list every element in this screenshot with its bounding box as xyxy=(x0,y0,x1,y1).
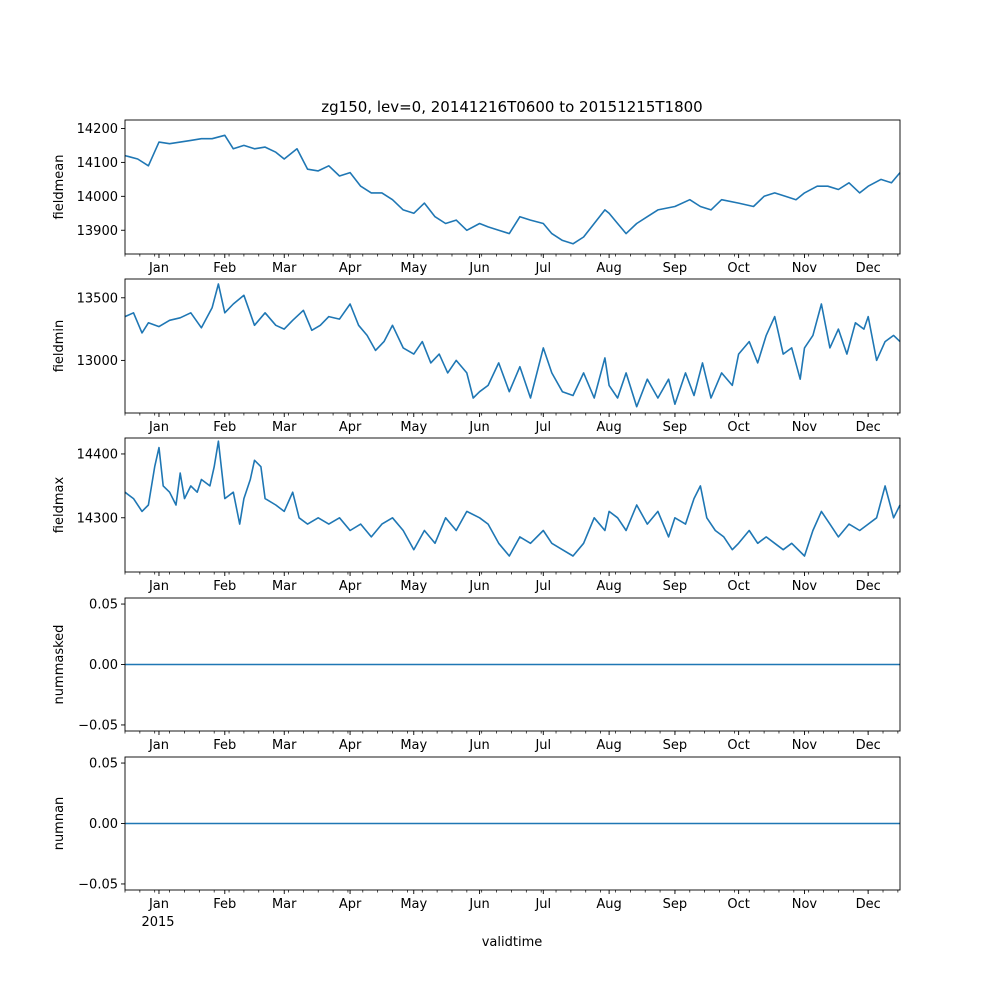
y-tick-label-fieldmean: 13900 xyxy=(77,224,118,239)
x-tick-label: Apr xyxy=(339,420,362,435)
y-tick-label-numnan: 0.00 xyxy=(89,817,118,832)
y-tick-label-fieldmax: 14300 xyxy=(77,511,118,526)
x-tick-label: Dec xyxy=(856,420,881,435)
y-tick-label-fieldmax: 14400 xyxy=(77,447,118,462)
x-tick-label: May xyxy=(400,579,427,594)
x-tick-label: Dec xyxy=(856,738,881,753)
x-tick-label: Jun xyxy=(468,261,489,276)
y-tick-label-fieldmean: 14200 xyxy=(77,122,118,137)
y-axis-label-fieldmin: fieldmin xyxy=(52,320,67,373)
x-tick-label: Jan xyxy=(148,738,169,753)
x-tick-label: Jan xyxy=(148,420,169,435)
x-tick-label: Sep xyxy=(663,897,688,912)
x-tick-label: Jul xyxy=(534,738,551,753)
x-tick-label: Mar xyxy=(272,579,297,594)
x-tick-label: Oct xyxy=(727,897,749,912)
x-tick-label: Dec xyxy=(856,261,881,276)
x-tick-label: Nov xyxy=(792,738,818,753)
y-tick-label-fieldmean: 14100 xyxy=(77,156,118,171)
subplots: 13900 14000 14100 14200 fieldmean Jan Feb Mar Ap… xyxy=(52,119,901,912)
x-tick-label: Jul xyxy=(534,579,551,594)
x-tick-label: Oct xyxy=(727,420,749,435)
subplot-fieldmin: 13000 13500 fieldmin Jan Feb Mar Apr May Jun Jul A… xyxy=(52,278,901,435)
x-tick-label: Jan xyxy=(148,261,169,276)
y-tick-label-fieldmean: 14000 xyxy=(77,190,118,205)
series-line-fieldmax xyxy=(124,440,901,557)
year-label: 2015 xyxy=(141,915,174,930)
subplot-numnan: −0.05 0.00 0.05 numnan Jan Feb Mar Apr May Jun Jul… xyxy=(52,757,901,912)
x-tick-label: Jun xyxy=(468,897,489,912)
x-tick-label: Sep xyxy=(663,261,688,276)
x-tick-label: Apr xyxy=(339,897,362,912)
x-tick-label: Nov xyxy=(792,420,818,435)
y-tick-label-numnan: −0.05 xyxy=(78,877,118,892)
y-tick-label-fieldmin: 13500 xyxy=(77,291,118,306)
x-tick-label: May xyxy=(400,738,427,753)
x-tick-label: May xyxy=(400,420,427,435)
x-tick-label: Feb xyxy=(213,579,236,594)
x-tick-label: Jul xyxy=(534,420,551,435)
x-tick-label: May xyxy=(400,261,427,276)
x-tick-label: Mar xyxy=(272,420,297,435)
x-tick-label: Apr xyxy=(339,738,362,753)
x-tick-label: Apr xyxy=(339,261,362,276)
x-tick-label: Aug xyxy=(596,579,621,594)
axes-frame-fieldmin xyxy=(124,278,901,414)
x-tick-label: Aug xyxy=(596,420,621,435)
x-tick-label: Feb xyxy=(213,897,236,912)
x-tick-label: Sep xyxy=(663,738,688,753)
x-tick-label: Oct xyxy=(727,261,749,276)
y-tick-label-nummasked: 0.00 xyxy=(89,658,118,673)
x-tick-label: Apr xyxy=(339,579,362,594)
y-axis-label-fieldmax: fieldmax xyxy=(52,477,67,534)
subplot-fieldmean: 13900 14000 14100 14200 fieldmean Jan Feb Mar Ap… xyxy=(52,119,901,276)
x-tick-label: Nov xyxy=(792,897,818,912)
y-axis-label-nummasked: nummasked xyxy=(52,625,67,705)
x-tick-label: May xyxy=(400,897,427,912)
x-tick-label: Nov xyxy=(792,261,818,276)
x-tick-label: Mar xyxy=(272,738,297,753)
x-tick-label: Jul xyxy=(534,261,551,276)
x-tick-label: Feb xyxy=(213,738,236,753)
x-tick-label: Aug xyxy=(596,738,621,753)
series-line-fieldmean xyxy=(124,134,901,245)
y-tick-label-numnan: 0.05 xyxy=(89,757,118,772)
x-tick-label: Mar xyxy=(272,261,297,276)
axes-frame-fieldmean xyxy=(124,119,901,255)
y-tick-label-nummasked: −0.05 xyxy=(78,718,118,733)
x-tick-label: Jan xyxy=(148,579,169,594)
x-tick-label: Aug xyxy=(596,897,621,912)
x-tick-label: Nov xyxy=(792,579,818,594)
x-tick-label: Dec xyxy=(856,579,881,594)
x-tick-label: Jun xyxy=(468,738,489,753)
x-tick-label: Dec xyxy=(856,897,881,912)
x-tick-label: Jan xyxy=(148,897,169,912)
x-tick-label: Feb xyxy=(213,261,236,276)
subplot-nummasked: −0.05 0.00 0.05 nummasked Jan Feb Mar Apr May Jun… xyxy=(52,598,901,753)
y-tick-label-nummasked: 0.05 xyxy=(89,598,118,613)
y-axis-label-fieldmean: fieldmean xyxy=(52,155,67,220)
x-tick-label: Sep xyxy=(663,579,688,594)
x-tick-label: Jun xyxy=(468,420,489,435)
x-axis-label: validtime xyxy=(482,935,543,950)
x-tick-label: Oct xyxy=(727,738,749,753)
x-tick-label: Feb xyxy=(213,420,236,435)
x-tick-label: Mar xyxy=(272,897,297,912)
x-tick-label: Sep xyxy=(663,420,688,435)
axes-frame-fieldmax xyxy=(124,437,901,573)
x-tick-label: Jun xyxy=(468,579,489,594)
x-tick-label: Aug xyxy=(596,261,621,276)
subplot-fieldmax: 14300 14400 fieldmax Jan Feb Mar Apr May Jun Jul A… xyxy=(52,437,901,594)
x-tick-label: Oct xyxy=(727,579,749,594)
chart-title: zg150, lev=0, 20141216T0600 to 20151215T… xyxy=(321,98,702,116)
y-tick-label-fieldmin: 13000 xyxy=(77,354,118,369)
y-axis-label-numnan: numnan xyxy=(52,797,67,851)
x-tick-label: Jul xyxy=(534,897,551,912)
series-line-fieldmin xyxy=(124,283,901,408)
